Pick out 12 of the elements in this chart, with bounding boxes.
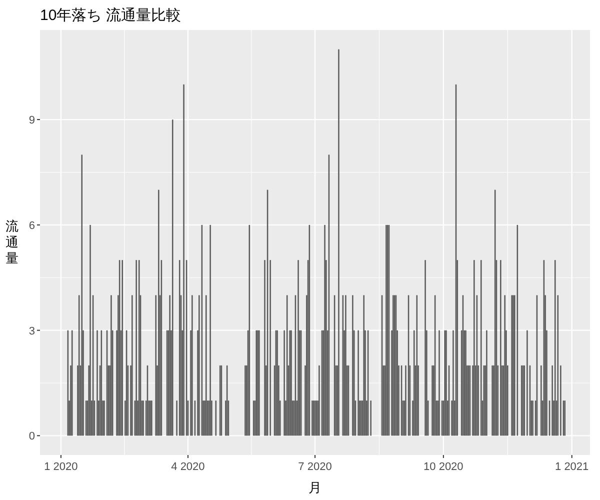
chart-title: 10年落ち 流通量比較 (40, 7, 181, 24)
x-tick-label: 1 2020 (44, 461, 78, 473)
x-tick-label: 4 2020 (171, 461, 205, 473)
y-tick-label: 0 (28, 430, 35, 443)
y-tick-label: 3 (28, 325, 35, 338)
x-tick-label: 1 2021 (555, 461, 589, 473)
x-axis-title: 月 (308, 480, 322, 495)
y-tick-label: 6 (28, 220, 35, 232)
x-tick-label: 7 2020 (298, 461, 332, 473)
y-axis-title: 流通量 (6, 218, 18, 266)
y-tick-label: 9 (28, 114, 35, 127)
x-tick-label: 10 2020 (424, 461, 464, 473)
